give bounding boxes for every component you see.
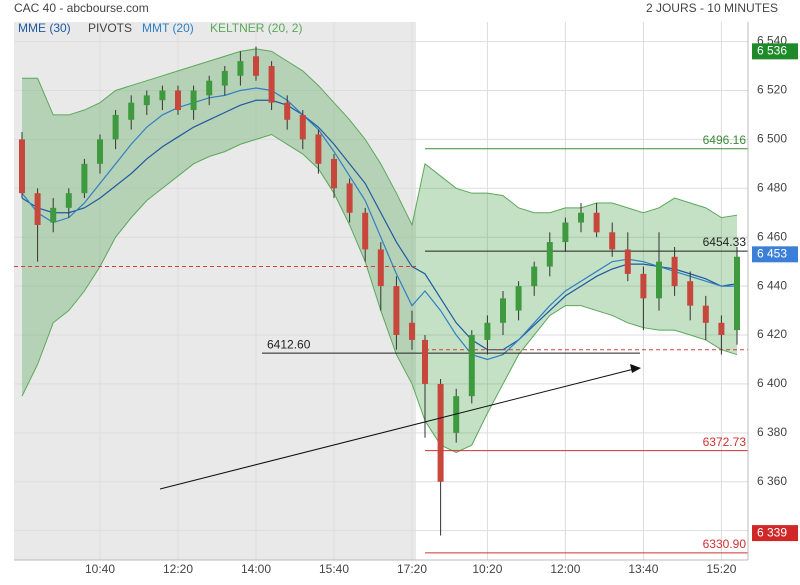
candle-body	[500, 298, 506, 323]
candle-body	[81, 163, 88, 194]
candle-body	[640, 273, 647, 299]
candle-body	[34, 193, 41, 225]
candle-body	[437, 383, 444, 482]
price-tag-label: 6 339	[757, 525, 787, 539]
candle-body	[284, 102, 291, 120]
y-tick-label: 6 500	[757, 132, 787, 146]
candle-body	[702, 305, 709, 323]
candle-body	[206, 80, 213, 96]
y-tick-label: 6 360	[757, 474, 787, 488]
x-tick-label: 14:00	[241, 562, 271, 576]
candle-body	[593, 212, 600, 233]
candle-body	[315, 134, 322, 164]
candle-body	[468, 335, 475, 397]
chart-subtitle: 2 JOURS - 10 MINUTES	[646, 1, 778, 15]
x-tick-label: 12:20	[163, 562, 193, 576]
candle-body	[299, 114, 306, 140]
candle-body	[253, 56, 259, 76]
candle-body	[237, 61, 244, 76]
y-tick-label: 6 400	[757, 376, 787, 390]
y-tick-label: 6 440	[757, 278, 787, 292]
x-tick-label: 13:40	[628, 562, 658, 576]
candle-body	[562, 222, 569, 243]
legend-entry: PIVOTS	[88, 21, 132, 35]
candle-body	[346, 183, 353, 213]
x-tick-label: 12:00	[550, 562, 580, 576]
candle-body	[112, 114, 119, 140]
candle-body	[377, 249, 384, 287]
candle-body	[190, 90, 197, 111]
candle-body	[546, 242, 553, 267]
candle-body	[718, 322, 725, 336]
trend-arrow-head	[630, 364, 641, 373]
y-tick-label: 6 520	[757, 83, 787, 97]
price-tag-label: 6 453	[757, 246, 787, 260]
candle-body	[268, 66, 275, 103]
x-tick-label: 15:40	[319, 562, 349, 576]
candle-body	[175, 90, 181, 111]
chart-title: CAC 40 - abcbourse.com	[14, 1, 149, 15]
candle-body	[50, 207, 57, 223]
candle-body	[656, 261, 662, 299]
moving-average	[21, 87, 737, 361]
y-tick-label: 6 460	[757, 229, 787, 243]
level-label: 6496.16	[703, 133, 747, 147]
x-tick-label: 17:20	[397, 562, 427, 576]
candle-body	[19, 139, 25, 194]
candle-body	[578, 212, 584, 223]
price-tag	[752, 246, 798, 263]
candle-body	[671, 256, 678, 287]
legend-entry: MMT (20)	[142, 21, 194, 35]
candle-body	[128, 102, 135, 120]
candle-body	[687, 281, 694, 306]
candle-body	[362, 212, 369, 250]
candle-body	[97, 139, 103, 164]
level-label: 6412.60	[267, 337, 311, 351]
price-tag	[752, 525, 798, 542]
candle-body	[409, 322, 415, 340]
y-tick-label: 6 380	[757, 425, 787, 439]
x-tick-label: 10:40	[85, 562, 115, 576]
y-tick-label: 6 420	[757, 327, 787, 341]
level-label: 6372.73	[703, 435, 747, 449]
candle-body	[734, 256, 740, 331]
candle-body	[221, 70, 228, 86]
candle-body	[143, 95, 150, 106]
candle-body	[531, 266, 538, 287]
price-tag	[752, 43, 798, 60]
candle-body	[331, 158, 337, 189]
x-tick-label: 10:20	[472, 562, 502, 576]
candle-body	[609, 232, 616, 250]
legend-entry: MME (30)	[18, 21, 71, 35]
level-label: 6454.33	[703, 235, 747, 249]
trend-arrow	[159, 368, 635, 490]
price-tag-label: 6 536	[757, 44, 787, 58]
candle-body	[515, 286, 522, 311]
candle-body	[393, 286, 400, 336]
candle-body	[159, 90, 166, 101]
keltner-upper	[22, 48, 738, 227]
x-tick-label: 15:20	[706, 562, 736, 576]
candle-body	[422, 339, 428, 384]
candle-body	[624, 249, 631, 274]
moving-average	[21, 99, 738, 351]
level-label: 6330.90	[703, 537, 747, 551]
y-tick-label: 6 480	[757, 180, 787, 194]
legend-entry: KELTNER (20, 2)	[210, 21, 302, 35]
candle-body	[484, 322, 491, 340]
previous-day-shade	[14, 22, 416, 560]
candle-body	[65, 193, 72, 208]
